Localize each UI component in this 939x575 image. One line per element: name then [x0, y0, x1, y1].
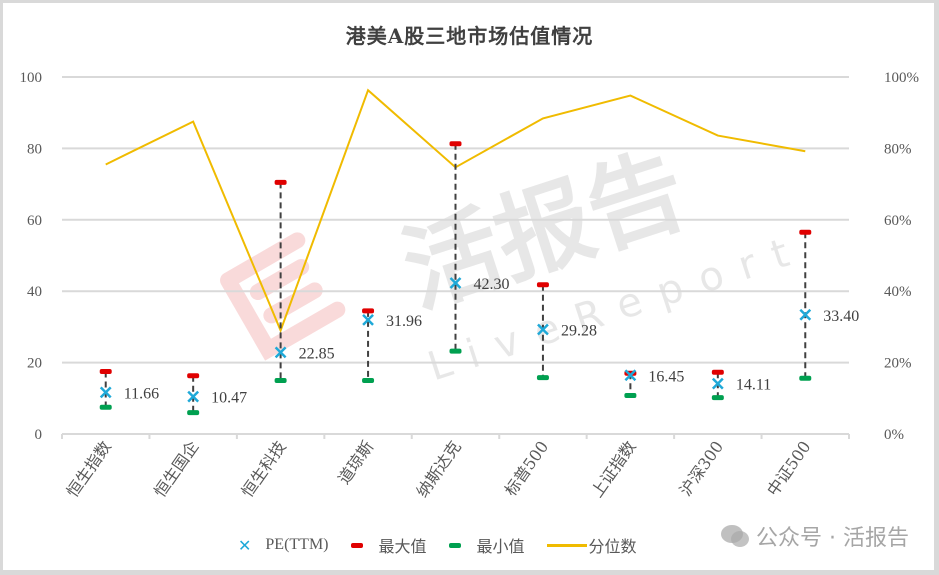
left-axis-tick: 40	[27, 284, 42, 300]
pe-x-marker-icon	[274, 346, 287, 359]
min-marker	[799, 375, 812, 381]
legend-label-min: 最小值	[476, 537, 525, 556]
pe-x-marker-icon	[99, 386, 112, 399]
right-axis-tick: 40%	[884, 284, 912, 300]
max-marker	[799, 229, 812, 235]
pe-data-label: 14.11	[736, 377, 771, 394]
pe-data-label: 22.85	[299, 345, 335, 362]
max-marker	[274, 179, 287, 185]
min-marker	[187, 410, 200, 416]
left-axis-tick: 100	[20, 70, 43, 86]
chart-title: 港美A股三地市场估值情况	[345, 24, 594, 48]
right-axis-tick: 60%	[884, 213, 912, 229]
pe-data-label: 11.66	[124, 385, 159, 402]
max-marker	[536, 282, 549, 288]
max-marker	[187, 373, 200, 379]
legend-label-percentile: 分位数	[588, 537, 637, 556]
max-marker	[362, 308, 375, 314]
pe-data-label: 33.40	[823, 308, 859, 325]
category-label: 恒生指数	[63, 437, 115, 500]
category-point-group: 14.11	[711, 369, 771, 401]
legend-item-pe: ✕ PE(TTM)	[238, 536, 329, 555]
category-point-group: 31.96	[362, 308, 422, 383]
category-point-group: 42.30	[449, 141, 510, 354]
pe-data-label: 16.45	[648, 368, 684, 385]
max-marker	[711, 369, 724, 375]
chart-frame	[3, 3, 934, 570]
legend: ✕ PE(TTM) 最大值 最小值 分位数	[238, 533, 659, 557]
category-point-group: 10.47	[187, 373, 247, 416]
legend-item-max: 最大值	[350, 533, 427, 557]
red-dash-marker-icon	[350, 542, 363, 548]
right-axis-tick: 20%	[884, 356, 912, 372]
watermark-corner-text: 公众号 · 活报告	[756, 526, 909, 551]
min-marker	[711, 395, 724, 401]
wechat-icon	[721, 525, 749, 547]
category-label: 沪深300	[676, 437, 727, 499]
left-axis-tick: 20	[27, 356, 42, 372]
legend-item-min: 最小值	[448, 533, 525, 557]
category-label: 标普500	[501, 437, 552, 499]
pe-x-marker-icon	[537, 323, 549, 336]
category-label: 道琼斯	[334, 437, 377, 487]
category-label: 纳斯达克	[412, 437, 464, 500]
right-axis-tick: 80%	[884, 141, 912, 157]
pe-data-label: 10.47	[211, 390, 247, 407]
legend-label-max: 最大值	[378, 537, 427, 556]
x-marker-icon: ✕	[238, 535, 252, 555]
category-point-group: 33.40	[799, 229, 859, 381]
left-axis-tick: 80	[27, 141, 42, 157]
pe-x-marker-icon	[799, 308, 812, 321]
left-axis-tick: 60	[27, 213, 42, 229]
left-axis-tick: 0	[35, 427, 43, 443]
pe-data-label: 42.30	[474, 276, 510, 293]
max-marker	[449, 141, 462, 147]
wechat-watermark: 公众号 · 活报告	[720, 520, 909, 552]
category-point-group: 29.28	[536, 282, 597, 381]
category-point-group: 11.66	[99, 369, 159, 410]
pe-data-label: 29.28	[561, 322, 597, 339]
pe-x-marker-icon	[711, 377, 724, 390]
min-marker	[274, 377, 287, 383]
pe-x-marker-icon	[187, 390, 200, 403]
pe-x-marker-icon	[624, 369, 637, 382]
category-point-group: 16.45	[624, 368, 684, 398]
gridlines	[62, 76, 849, 364]
line-marker-icon	[546, 543, 587, 547]
min-marker	[362, 377, 375, 383]
category-label: 中证500	[763, 437, 814, 499]
category-label: 恒生科技	[238, 437, 290, 500]
right-axis-tick: 100%	[884, 70, 919, 86]
pe-x-marker-icon	[362, 314, 374, 326]
legend-item-percentile: 分位数	[546, 533, 637, 557]
pe-data-label: 31.96	[386, 313, 422, 330]
watermark-logo-icon	[220, 232, 346, 361]
data-points: 11.66 10.47 22.85 31.96 42.30 29.28 16.45 14.11…	[99, 141, 859, 416]
pe-x-marker-icon	[449, 277, 462, 289]
green-dash-marker-icon	[448, 542, 461, 548]
min-marker	[624, 392, 637, 398]
min-marker	[449, 348, 462, 354]
category-point-group: 22.85	[274, 179, 335, 383]
min-marker	[536, 375, 549, 381]
legend-label-pe: PE(TTM)	[265, 536, 329, 553]
max-marker	[99, 369, 112, 375]
category-label: 恒生国企	[150, 437, 202, 500]
category-label: 上证指数	[587, 437, 639, 500]
min-marker	[99, 404, 112, 410]
right-axis-tick: 0%	[884, 427, 904, 443]
